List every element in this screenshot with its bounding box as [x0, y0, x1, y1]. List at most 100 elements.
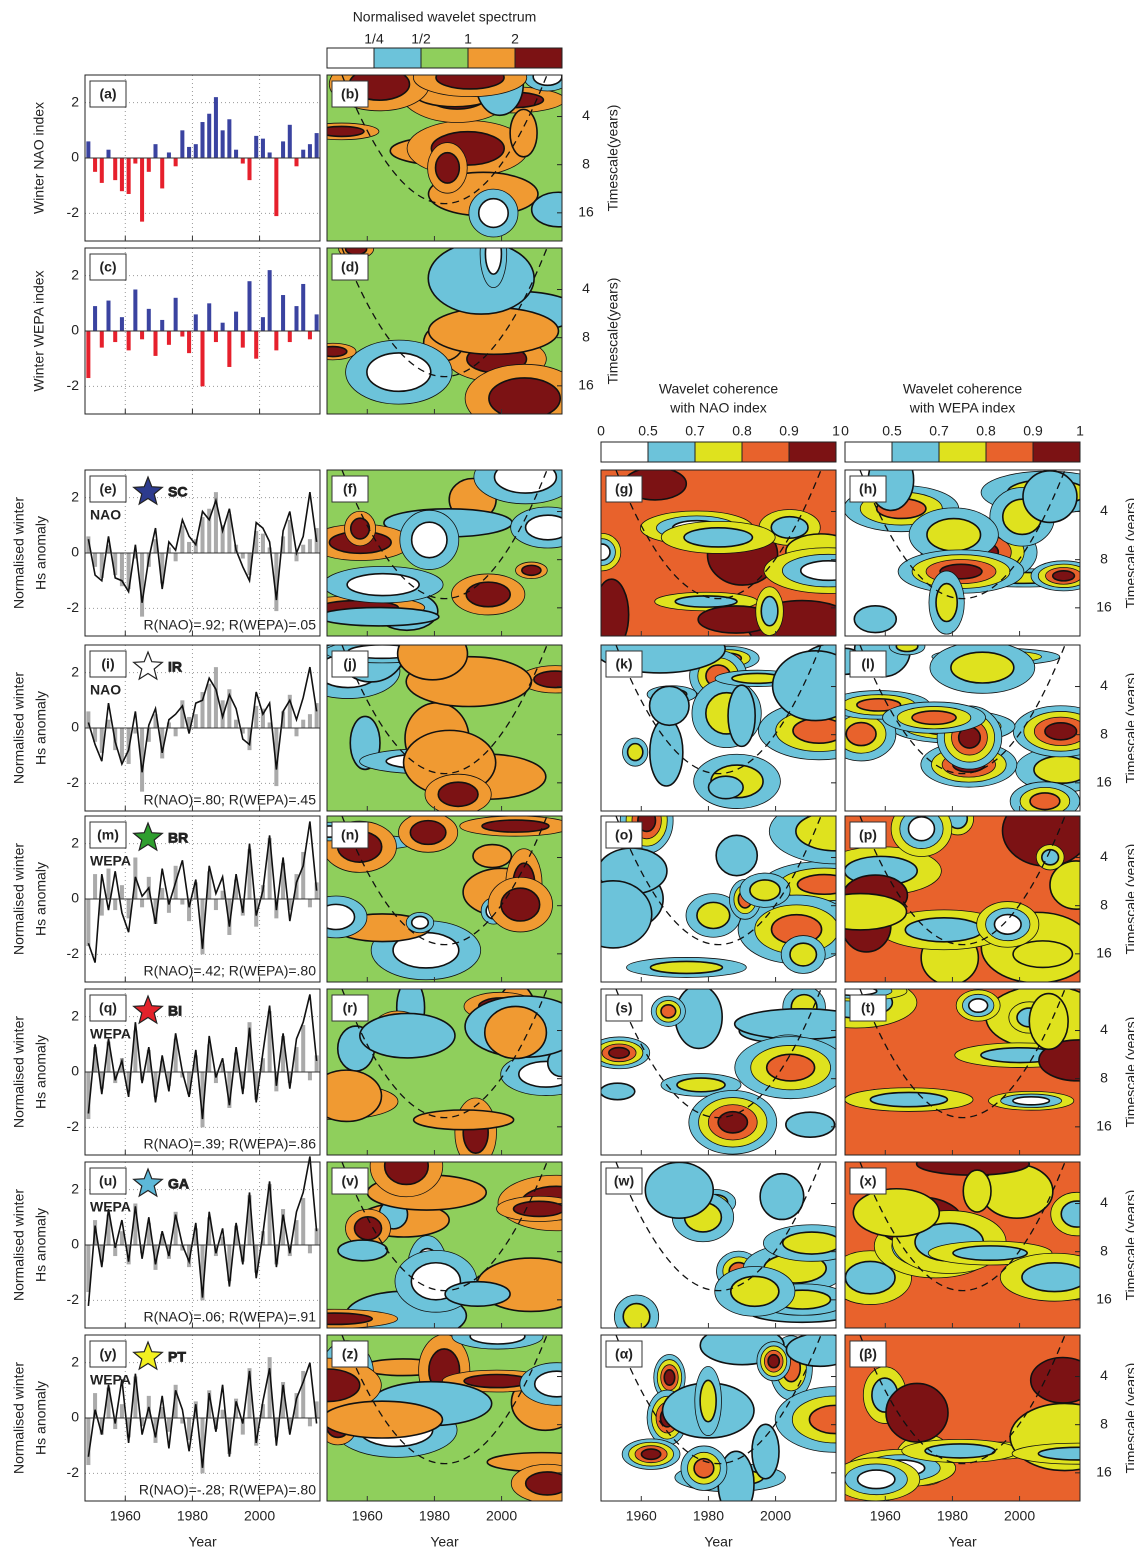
contour	[907, 816, 936, 842]
index-bar	[234, 879, 239, 899]
index-bar	[153, 714, 158, 728]
bar	[227, 331, 232, 367]
station-star	[132, 1340, 164, 1371]
cone-of-influence	[341, 989, 548, 1119]
panel-label: (q)	[99, 1000, 117, 1016]
index-bar	[180, 899, 185, 905]
index-bar	[140, 728, 145, 792]
panel-label-box	[331, 253, 369, 281]
index-bar	[254, 530, 259, 553]
index-bar	[140, 899, 145, 908]
index-bar	[193, 714, 198, 728]
y-tick-label: 0	[71, 890, 79, 906]
bar	[126, 158, 131, 194]
panel-label-box	[89, 1167, 127, 1195]
bar	[106, 300, 111, 331]
bar	[287, 124, 292, 158]
bar	[180, 331, 185, 337]
colorbar-label: 0	[597, 423, 605, 439]
cone-of-influence	[615, 645, 822, 775]
panel-label-box	[331, 475, 369, 503]
index-bar	[274, 1245, 279, 1265]
cone-of-influence	[859, 645, 1066, 775]
correlation-annotation: R(NAO)=.80; R(WEPA)=.45	[144, 792, 317, 808]
panel-frame	[326, 469, 563, 637]
bar	[227, 119, 232, 158]
contour	[845, 721, 877, 747]
cone-of-influence	[859, 989, 1066, 1119]
bar	[146, 308, 151, 331]
index-bar	[301, 719, 306, 728]
y-tick-label: 2	[71, 1180, 79, 1196]
panel-label: (i)	[101, 656, 114, 672]
index-bar	[240, 1418, 245, 1435]
index-bar	[207, 871, 212, 899]
contour	[463, 1373, 531, 1389]
index-bar	[213, 899, 218, 911]
y-tick-label: 0	[71, 544, 79, 560]
contour	[904, 917, 984, 943]
y-axis-label: Winter WEPA index	[31, 270, 47, 391]
index-bar	[146, 1222, 151, 1245]
index-name: WEPA	[90, 1372, 131, 1388]
index-bar	[227, 514, 232, 553]
index-bar	[247, 849, 252, 899]
contour	[366, 352, 432, 393]
y-axis-label: Hs anomaly	[33, 862, 49, 936]
colorbar-swatch	[1032, 441, 1081, 463]
y-tick-label: 0	[71, 1409, 79, 1425]
index-bar	[287, 899, 292, 911]
index-bar	[133, 1203, 138, 1245]
y-tick-label: 8	[1100, 550, 1108, 566]
contour-field	[601, 1162, 836, 1328]
index-bar	[254, 1418, 259, 1446]
panel-frame	[326, 1334, 563, 1502]
panel-frame	[84, 74, 321, 242]
contour	[532, 75, 562, 87]
index-bar	[193, 539, 198, 553]
bar	[301, 149, 306, 158]
contour	[781, 1231, 836, 1255]
index-bar	[166, 722, 171, 728]
index-bar	[180, 1245, 185, 1251]
index-bar	[267, 722, 272, 728]
panel-label: (p)	[859, 827, 877, 843]
panel-label-box	[89, 994, 127, 1022]
y-tick-label: -2	[67, 774, 80, 790]
contour	[648, 685, 690, 727]
bar	[106, 149, 111, 158]
index-bar	[166, 899, 171, 913]
contour-field	[845, 816, 1080, 982]
index-bar	[213, 667, 218, 728]
y-tick-label: 16	[578, 377, 594, 393]
panel-frame	[84, 247, 321, 415]
contour	[481, 819, 550, 833]
y-tick-label: 16	[1096, 774, 1112, 790]
contour	[427, 248, 535, 315]
bar	[146, 158, 151, 172]
x-tick-label: 1980	[937, 1508, 968, 1524]
index-bar	[133, 553, 138, 559]
contour	[622, 1302, 651, 1328]
index-bar	[119, 1231, 124, 1245]
bar	[234, 311, 239, 331]
panel-frame	[326, 247, 563, 415]
index-bar	[93, 874, 98, 899]
index-bar	[281, 1209, 286, 1245]
index-bar	[126, 553, 131, 589]
index-bar	[220, 890, 225, 899]
y-axis-label: Hs anomaly	[33, 516, 49, 590]
index-bar	[227, 1072, 232, 1108]
bar	[267, 270, 272, 331]
index-bar	[220, 525, 225, 553]
y-axis-label: Normalised winter	[11, 672, 27, 784]
hs-line	[87, 821, 318, 963]
contour	[856, 697, 902, 712]
index-bar	[267, 1184, 272, 1245]
panel-label: (b)	[341, 86, 359, 102]
index-bar	[119, 553, 124, 587]
index-bar	[193, 882, 198, 899]
contour	[796, 873, 836, 896]
cone-of-influence	[615, 1162, 822, 1292]
index-bar	[240, 1245, 245, 1262]
